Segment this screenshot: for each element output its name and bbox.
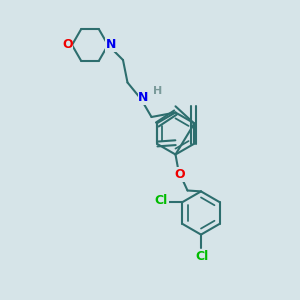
Text: H: H [153, 86, 162, 97]
Text: Cl: Cl [196, 250, 209, 263]
Text: Cl: Cl [155, 194, 168, 207]
Text: N: N [138, 91, 148, 104]
Text: O: O [62, 38, 73, 52]
Text: O: O [175, 168, 185, 181]
Text: N: N [106, 38, 116, 52]
